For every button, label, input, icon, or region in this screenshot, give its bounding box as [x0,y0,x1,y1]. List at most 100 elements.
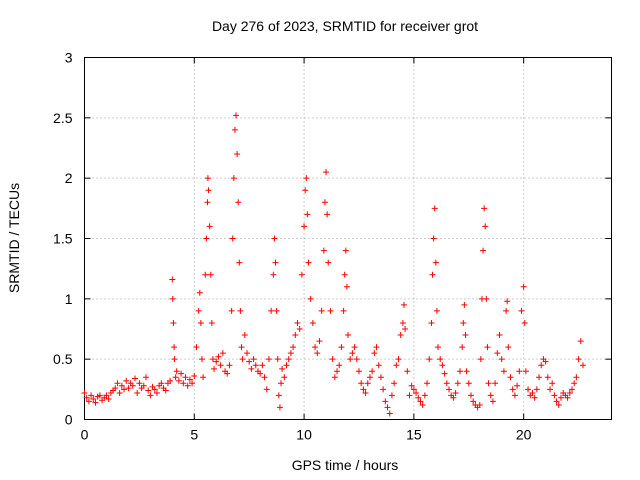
data-point [230,175,237,182]
data-point [172,374,179,381]
data-point [496,332,503,339]
data-point [500,368,507,375]
data-point [202,271,209,278]
data-point [477,356,484,363]
data-point [209,356,216,363]
data-point [406,392,413,399]
data-point [397,332,404,339]
data-point [296,326,303,332]
data-point [399,319,406,326]
data-point [211,365,218,372]
tick-layer: 0 0.5 1 1.5 2 2.5 3 0 5 10 15 20 [53,50,612,443]
data-point [257,370,264,377]
data-point [233,112,240,119]
data-point [487,392,494,399]
data-point [323,169,330,176]
data-point [484,344,491,351]
data-point [557,394,564,401]
x-tick-label: 20 [516,427,532,443]
data-point [470,398,477,405]
data-point [404,368,411,375]
data-point [461,301,468,308]
data-point [482,223,489,230]
data-point [388,392,395,399]
data-point [206,223,213,230]
data-point [303,175,310,182]
data-point [81,389,88,396]
data-point [265,356,272,363]
data-point [193,344,200,351]
data-point [566,389,573,396]
data-point [321,199,328,206]
data-point [345,332,351,339]
data-point [184,382,191,389]
x-tick-label: 0 [81,427,89,443]
data-point [408,382,415,389]
data-point [544,374,551,381]
data-point [123,377,130,384]
data-point [268,307,275,314]
data-point [224,370,231,377]
data-point [419,402,426,409]
data-point [428,319,435,326]
data-point [273,307,280,314]
data-point [555,402,562,409]
data-point [250,356,257,363]
data-point [261,374,268,381]
data-point [450,394,457,401]
data-point [494,350,501,357]
data-point [380,386,387,393]
data-point [236,259,243,266]
data-point [393,362,400,369]
data-point [460,319,467,326]
data-point [575,356,582,363]
data-point [238,344,245,351]
data-point [402,326,409,332]
points-layer [81,112,586,417]
x-axis-label: GPS time / hours [292,457,399,473]
data-point [531,394,538,401]
data-point [421,392,428,399]
data-point [203,235,210,242]
data-point [301,223,308,230]
data-point [283,362,290,369]
x-tick-label: 15 [406,427,422,443]
data-point [90,395,97,402]
y-tick-label: 0.5 [53,351,73,367]
data-point [377,374,384,381]
y-tick-label: 2.5 [53,110,73,126]
y-tick-label: 0 [65,412,73,428]
data-point [553,398,560,405]
data-point [498,356,505,363]
data-point [173,368,180,375]
data-point [318,307,325,314]
data-point [180,380,187,387]
data-point [162,387,169,394]
data-point [178,370,185,377]
data-point [271,235,278,242]
data-point [462,332,469,339]
data-point [338,344,345,351]
data-point [454,380,461,387]
data-point [307,295,314,302]
data-point [386,410,393,417]
data-point [151,386,158,393]
data-point [290,344,297,351]
data-point [276,404,283,411]
data-point [314,350,321,357]
data-point [191,373,198,380]
data-point [415,394,422,401]
data-point [189,380,196,387]
data-point [312,344,319,351]
data-point [278,380,285,387]
data-point [360,386,367,393]
data-point [492,380,499,387]
data-point [246,358,253,365]
data-point [205,187,212,194]
data-point [369,368,376,375]
data-point [514,382,521,389]
data-point [549,380,556,387]
data-point [429,271,436,278]
data-point [579,362,586,369]
data-point [235,199,242,206]
